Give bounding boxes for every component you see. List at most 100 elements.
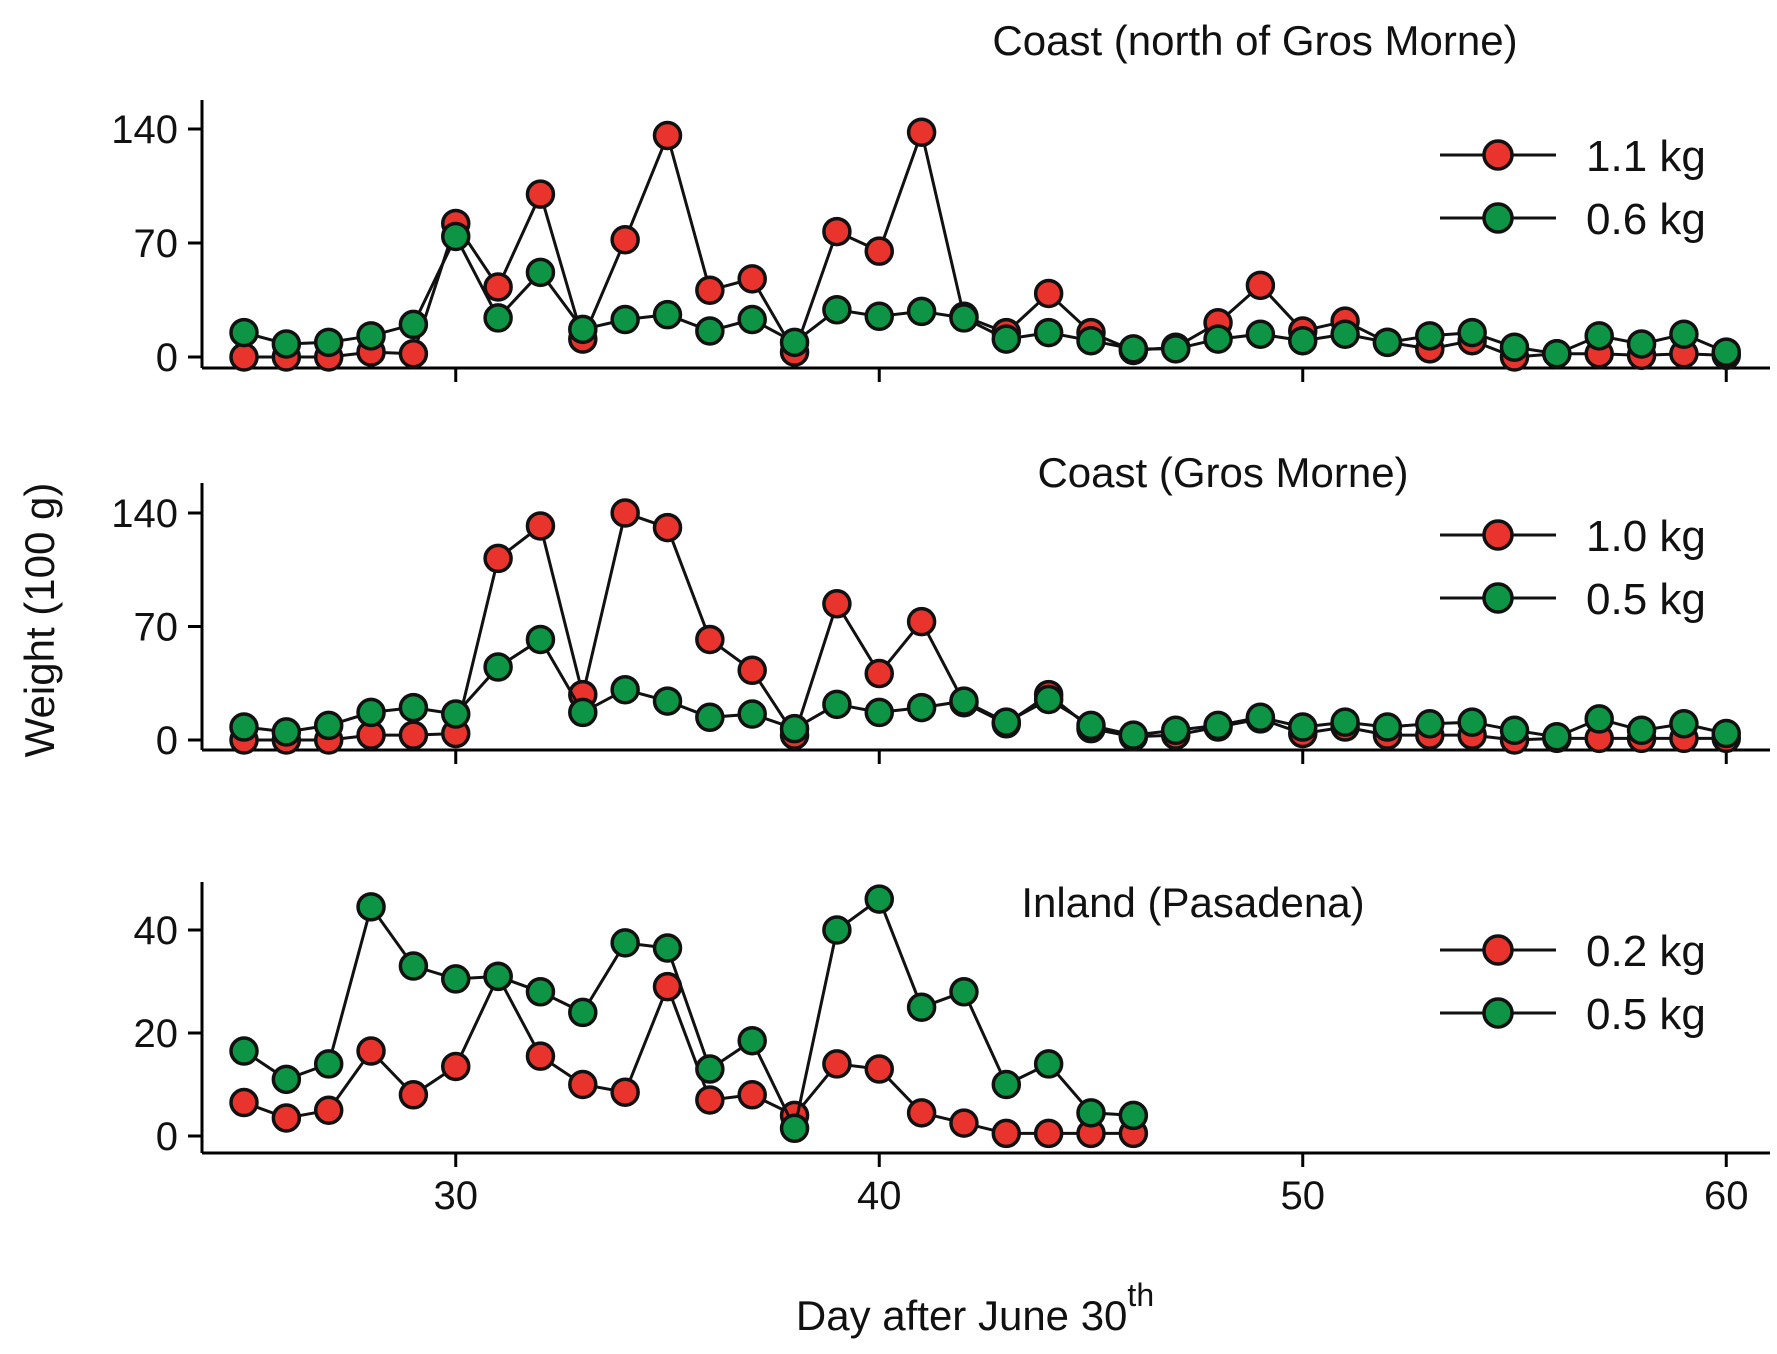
data-point xyxy=(991,1118,1022,1149)
data-point xyxy=(313,710,344,741)
data-point xyxy=(525,624,556,655)
data-point xyxy=(441,699,471,729)
data-point xyxy=(1669,319,1699,349)
data-point xyxy=(1711,718,1741,749)
data-point xyxy=(864,236,894,266)
data-point xyxy=(1415,709,1445,739)
data-point xyxy=(568,697,598,728)
y-tick-label: 0 xyxy=(156,1115,178,1159)
data-point xyxy=(483,652,513,682)
data-point xyxy=(1499,332,1530,362)
data-point xyxy=(441,1051,471,1082)
data-point xyxy=(610,304,640,335)
y-tick-label: 0 xyxy=(156,336,178,380)
data-point xyxy=(779,327,810,358)
data-point xyxy=(949,1108,979,1138)
data-point xyxy=(525,1041,556,1071)
data-point xyxy=(313,1049,344,1079)
data-point xyxy=(229,342,259,372)
data-point xyxy=(822,689,852,720)
data-point xyxy=(695,1054,725,1084)
data-point xyxy=(1033,1049,1064,1079)
data-point xyxy=(356,697,386,728)
x-axis-title-sup: th xyxy=(1127,1277,1154,1313)
data-point xyxy=(525,179,556,209)
panel-title: Inland (Pasadena) xyxy=(1021,879,1364,926)
data-point xyxy=(695,1085,725,1115)
data-point xyxy=(1457,317,1487,348)
data-point xyxy=(1033,684,1064,715)
data-point xyxy=(1033,278,1064,309)
legend-marker xyxy=(1482,582,1514,614)
legend-marker xyxy=(1482,934,1514,966)
data-point xyxy=(1076,710,1106,741)
data-point xyxy=(906,606,937,637)
data-point xyxy=(1245,319,1276,349)
data-point xyxy=(822,589,852,619)
data-point xyxy=(1499,715,1530,746)
y-tick-label: 40 xyxy=(134,909,179,953)
data-point xyxy=(1542,722,1572,752)
panel-title: Coast (Gros Morne) xyxy=(1037,449,1408,496)
y-tick-label: 70 xyxy=(134,222,179,266)
data-point xyxy=(1330,319,1360,349)
x-tick-label: 30 xyxy=(434,1174,479,1218)
legend-marker xyxy=(1482,519,1514,551)
data-point xyxy=(695,624,725,655)
data-point xyxy=(1372,327,1403,358)
legend-label: 0.2 kg xyxy=(1586,927,1706,976)
data-point xyxy=(991,1069,1022,1100)
data-point xyxy=(483,543,513,574)
data-point xyxy=(271,1103,302,1133)
data-point xyxy=(949,303,979,333)
legend-marker xyxy=(1482,997,1514,1029)
data-point xyxy=(864,697,894,728)
data-point xyxy=(610,928,640,958)
data-point xyxy=(991,707,1022,737)
data-point xyxy=(1245,702,1276,733)
data-point xyxy=(906,1098,937,1128)
data-point xyxy=(906,296,937,327)
data-point xyxy=(610,224,640,255)
x-tick-label: 50 xyxy=(1281,1174,1326,1218)
x-axis-title: Day after June 30th xyxy=(796,1277,1154,1339)
legend-label: 1.0 kg xyxy=(1586,512,1706,561)
data-point xyxy=(568,314,598,345)
data-point xyxy=(1118,1100,1149,1131)
data-point xyxy=(1160,715,1191,746)
data-point xyxy=(1076,1098,1106,1128)
data-point xyxy=(525,977,556,1007)
data-point xyxy=(1372,712,1403,742)
data-point xyxy=(1415,321,1445,351)
data-point xyxy=(1669,709,1699,739)
data-point xyxy=(313,327,344,358)
data-point xyxy=(1033,317,1064,348)
data-point xyxy=(949,977,979,1007)
data-point xyxy=(483,303,513,333)
data-point xyxy=(822,216,852,247)
data-point xyxy=(229,1036,259,1066)
data-point xyxy=(906,992,937,1022)
data-point xyxy=(695,275,725,305)
data-point xyxy=(779,1113,810,1144)
data-point xyxy=(906,692,937,723)
data-point xyxy=(737,1025,767,1056)
data-point xyxy=(568,1069,598,1100)
x-tick-label: 60 xyxy=(1704,1174,1749,1218)
chart-panel-1: 0 70 140 Coast (north of Gros Morne) 1.1 kg 0… xyxy=(111,17,1770,382)
y-tick-label: 140 xyxy=(111,108,178,152)
data-point xyxy=(1457,707,1487,737)
legend-marker xyxy=(1482,202,1514,234)
data-point xyxy=(864,884,894,914)
data-point xyxy=(652,933,683,963)
data-point xyxy=(991,324,1022,354)
data-point xyxy=(737,264,767,294)
data-point xyxy=(822,295,852,325)
data-point xyxy=(1118,334,1149,364)
data-point xyxy=(398,309,429,340)
data-point xyxy=(822,1049,852,1079)
chart-panel-3: 0 20 40 30 40 50 60 Inland (Pasadena) 0.2 kg 0.5 … xyxy=(134,879,1770,1218)
data-point xyxy=(1288,325,1318,356)
data-point xyxy=(1203,710,1233,741)
